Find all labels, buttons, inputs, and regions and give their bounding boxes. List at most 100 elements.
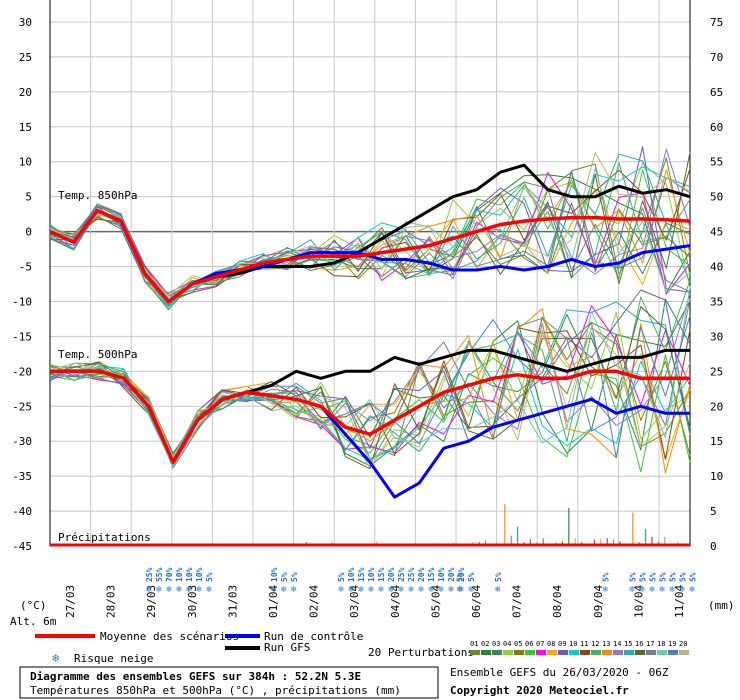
- left-tick-label: -40: [12, 505, 32, 518]
- snowflake-icon: ❄: [358, 585, 364, 595]
- snow-risk-label: 10%: [195, 567, 204, 582]
- left-tick-label: -15: [12, 330, 32, 343]
- snowflake-icon: ❄: [639, 585, 645, 595]
- right-tick-label: 55: [710, 156, 723, 169]
- perturbation-number: 13: [602, 640, 610, 648]
- snowflake-icon: ❄: [206, 585, 212, 595]
- precipitation-bars: [50, 503, 690, 547]
- snowflake-icon: ❄: [669, 585, 675, 595]
- perturbation-number: 04: [503, 640, 511, 648]
- date-tick-label: 01/04: [267, 585, 280, 618]
- snow-risk-label: 70%: [165, 567, 174, 582]
- right-tick-label: 65: [710, 86, 723, 99]
- perturbation-number: 05: [514, 640, 522, 648]
- snow-risk-label: 10%: [437, 567, 446, 582]
- snow-risk-label: 5%: [494, 572, 503, 582]
- snowflake-icon: ❄: [166, 585, 172, 595]
- left-tick-label: 0: [25, 226, 32, 239]
- right-tick-label: 5: [710, 505, 717, 518]
- snow-risk-label: 10%: [175, 567, 184, 582]
- perturbation-number: 11: [580, 640, 588, 648]
- right-tick-label: 10: [710, 470, 723, 483]
- left-tick-label: -30: [12, 435, 32, 448]
- perturbation-number: 06: [525, 640, 533, 648]
- date-tick-label: 06/04: [470, 585, 483, 618]
- left-tick-label: 25: [19, 51, 32, 64]
- snow-risk-label: 5%: [290, 572, 299, 582]
- perturbation-swatch: [591, 650, 601, 655]
- snow-risk-label: 5%: [602, 572, 611, 582]
- left-tick-label: -10: [12, 295, 32, 308]
- perturbations-label: 20 Perturbations: [368, 646, 474, 659]
- date-tick-label: 29/03: [145, 585, 158, 618]
- snow-risk-label: 15%: [357, 567, 366, 582]
- date-tick-label: 11/04: [673, 585, 686, 618]
- date-tick-label: 27/03: [64, 585, 77, 618]
- main-series: [49, 163, 691, 499]
- perturbation-swatch: [657, 650, 667, 655]
- snow-risk-label: 5%: [628, 572, 637, 582]
- snow-risk-label: 5%: [688, 572, 697, 582]
- snowflake-icon: ❄: [689, 585, 695, 595]
- perturbation-swatch: [525, 650, 535, 655]
- perturbation-legend: 01 02 03 04 05 06 07 08 09 10 11 12 13 14 15 16 17 18 19 20: [470, 640, 689, 655]
- snow-risk-label: 5%: [668, 572, 677, 582]
- perturbation-number: 01: [470, 640, 478, 648]
- left-tick-label: 5: [25, 191, 32, 204]
- snowflake-icon: ❄: [418, 585, 424, 595]
- perturbation-number: 19: [668, 640, 676, 648]
- right-tick-label: 25: [710, 365, 723, 378]
- alt-label: Alt. 6m: [10, 615, 57, 628]
- snow-risk-row: 25%❄55%❄70%❄10%❄10%❄10%❄5%❄10%❄5%❄5%❄5%❄…: [145, 567, 697, 595]
- snow-risk-label: 5%: [456, 572, 465, 582]
- snowflake-icon: ❄: [291, 585, 297, 595]
- perturbation-number: 20: [679, 640, 687, 648]
- snowflake-icon: ❄: [196, 585, 202, 595]
- label-precip: Précipitations: [58, 531, 151, 544]
- perturbation-number: 10: [569, 640, 577, 648]
- left-tick-label: -35: [12, 470, 32, 483]
- t500-mean-line: [50, 369, 690, 464]
- right-tick-label: 40: [710, 261, 723, 274]
- legend: Moyenne des scénarios Run de contrôle Ru…: [35, 630, 689, 665]
- perturbation-swatch: [679, 650, 689, 655]
- right-unit: (mm): [708, 599, 735, 612]
- t850-mean-line: [49, 208, 691, 304]
- perturbation-swatch: [580, 650, 590, 655]
- snow-risk-label: 25%: [407, 567, 416, 582]
- snowflake-icon: ❄: [457, 585, 463, 595]
- label-t850: Temp. 850hPa: [58, 189, 137, 202]
- perturbation-swatch: [470, 650, 480, 655]
- left-unit: (°C): [20, 599, 47, 612]
- snow-risk-label: 5%: [280, 572, 289, 582]
- right-tick-label: 45: [710, 226, 723, 239]
- snow-risk-label: 15%: [377, 567, 386, 582]
- left-tick-label: -5: [19, 261, 32, 274]
- perturbation-number: 15: [624, 640, 632, 648]
- right-tick-label: 60: [710, 121, 723, 134]
- perturbation-swatch: [569, 650, 579, 655]
- perturbation-swatch: [668, 650, 678, 655]
- footer-subtitle: Températures 850hPa et 500hPa (°C) , pré…: [30, 684, 401, 697]
- left-tick-label: -45: [12, 540, 32, 553]
- left-tick-label: 20: [19, 86, 32, 99]
- perturbation-swatch: [602, 650, 612, 655]
- snowflake-icon: ❄: [271, 585, 277, 595]
- snowflake-icon: ❄: [428, 585, 434, 595]
- snowflake-icon: ❄: [679, 585, 685, 595]
- perturbation-swatch: [613, 650, 623, 655]
- right-tick-label: 70: [710, 51, 723, 64]
- right-tick-label: 15: [710, 435, 723, 448]
- footer-copyright: Copyright 2020 Meteociel.fr: [450, 684, 629, 697]
- right-tick-label: 35: [710, 295, 723, 308]
- perturbation-number: 12: [591, 640, 599, 648]
- perturbation-number: 03: [492, 640, 500, 648]
- label-t500: Temp. 500hPa: [58, 348, 137, 361]
- right-tick-label: 50: [710, 191, 723, 204]
- perturbation-t850-line: [49, 148, 691, 305]
- snowflake-icon: ❄: [458, 585, 464, 595]
- snowflake-icon: ❄: [408, 585, 414, 595]
- snowflake-icon: ❄: [649, 585, 655, 595]
- date-tick-label: 30/03: [186, 585, 199, 618]
